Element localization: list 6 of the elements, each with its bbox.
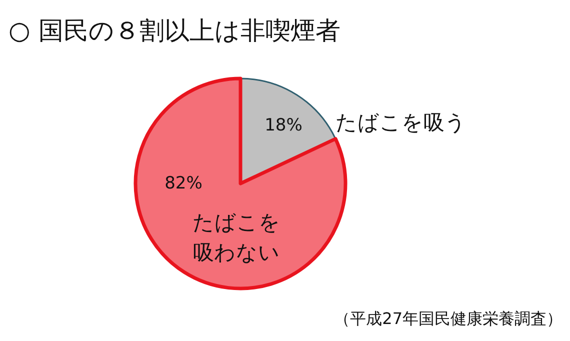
slice-label: たばこを吸わない xyxy=(192,210,280,264)
slice-label: たばこを吸う xyxy=(336,110,466,134)
text: （平成27年国民健康栄養調査） xyxy=(334,309,562,328)
chart-title: ○ 国民の８割以上は非喫煙者 xyxy=(8,16,340,45)
data-label: 18% xyxy=(264,116,302,136)
data-label: 82% xyxy=(164,174,202,194)
